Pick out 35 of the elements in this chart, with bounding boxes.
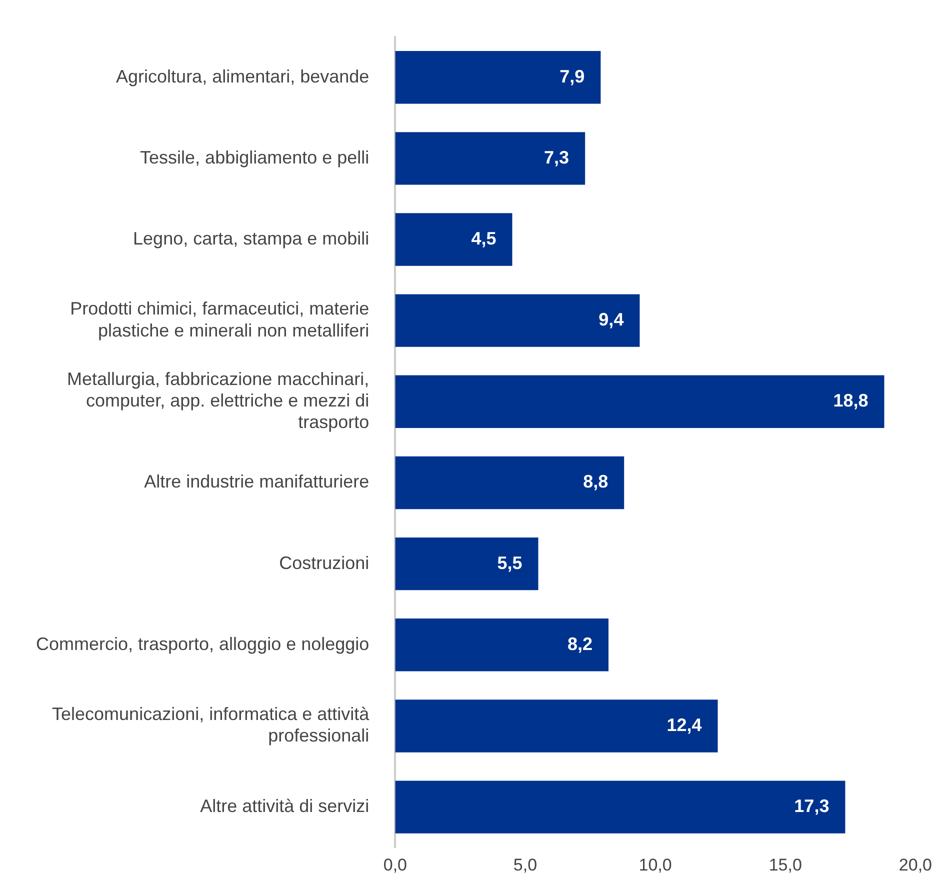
bar <box>395 537 538 590</box>
y-tick-label: Altre attività di servizi <box>200 796 370 816</box>
x-tick-label: 20,0 <box>898 855 932 874</box>
bar <box>395 780 846 834</box>
data-label: 18,8 <box>833 390 868 411</box>
bar <box>395 375 884 428</box>
data-label: 12,4 <box>666 714 702 735</box>
y-tick-label: Telecomunicazioni, informatica e attività professionali <box>52 704 370 746</box>
y-tick-label: Tessile, abbigliamento e pelli <box>140 147 370 168</box>
data-label: 8,8 <box>583 472 608 492</box>
y-tick-label: Legno, carta, stampa e mobili <box>133 228 370 248</box>
x-tick-label: 0,0 <box>383 855 407 874</box>
data-label: 8,2 <box>567 634 592 654</box>
data-label: 7,9 <box>560 66 585 86</box>
data-label: 9,4 <box>598 310 624 330</box>
data-label: 5,5 <box>497 552 522 573</box>
bar <box>395 213 512 266</box>
bar <box>395 618 608 672</box>
bar <box>395 50 601 104</box>
data-label: 4,5 <box>471 228 496 248</box>
bar <box>395 294 640 347</box>
bar <box>395 456 624 510</box>
y-tick-label: Commercio, trasporto, alloggio e noleggio <box>36 634 370 654</box>
y-tick-label: Prodotti chimici, farmaceutici, materie plastiche e minerali non metalliferi <box>70 298 370 340</box>
y-tick-label: Altre industrie manifatturiere <box>144 472 370 492</box>
x-tick-label: 5,0 <box>513 855 538 874</box>
y-tick-label: Costruzioni <box>279 552 370 573</box>
data-label: 17,3 <box>794 796 830 816</box>
x-tick-label: 15,0 <box>768 855 802 874</box>
x-tick-label: 10,0 <box>638 855 672 874</box>
bar <box>395 132 586 185</box>
data-label: 7,3 <box>544 147 570 168</box>
bar <box>395 700 718 752</box>
y-tick-label: Agricoltura, alimentari, bevande <box>116 66 370 86</box>
y-tick-label: Metallurgia, fabbricazione macchinari, computer, app. elettriche e mezzi di trasporto <box>67 369 370 432</box>
